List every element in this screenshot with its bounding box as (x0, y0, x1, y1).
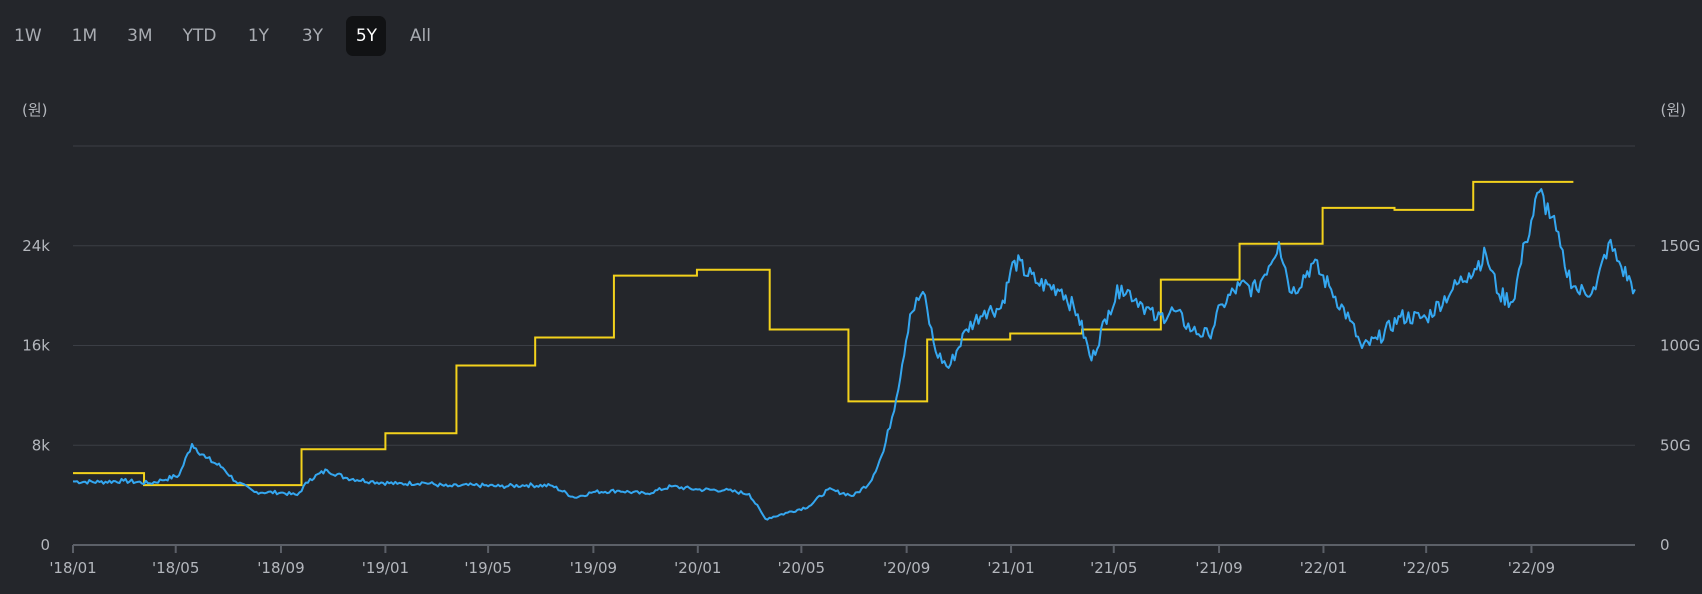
range-button-5y[interactable]: 5Y (346, 16, 387, 56)
grid-lines (73, 145, 1635, 446)
right-axis-unit: (원) (1660, 101, 1686, 119)
x-tick-label: '19/09 (570, 559, 617, 577)
y-left-tick-label: 0 (40, 536, 50, 554)
x-tick-label: '21/05 (1090, 559, 1137, 577)
y-right-tick-label: 50G (1660, 436, 1691, 454)
range-button-ytd[interactable]: YTD (175, 16, 225, 56)
y-right-tick-label: 0 (1660, 536, 1670, 554)
x-tick-label: '22/01 (1300, 559, 1347, 577)
x-tick-label: '18/05 (152, 559, 199, 577)
series-layer (72, 180, 1636, 521)
x-tick-label: '20/01 (674, 559, 721, 577)
range-button-1m[interactable]: 1M (64, 16, 105, 56)
x-tick-label: '19/05 (464, 559, 511, 577)
range-button-1y[interactable]: 1Y (238, 16, 278, 56)
y-right-tick-label: 150G (1660, 237, 1700, 255)
y-right-tick-label: 100G (1660, 337, 1700, 355)
range-button-1w[interactable]: 1W (6, 16, 50, 56)
x-tick-label: '18/01 (49, 559, 96, 577)
y-left-tick-label: 16k (22, 337, 50, 355)
step-series-line (73, 180, 1574, 487)
range-selector: 1W 1M 3M YTD 1Y 3Y 5Y All (0, 16, 450, 56)
y-left-tick-label: 24k (22, 237, 50, 255)
left-axis-unit: (원) (22, 101, 48, 119)
x-tick-label: '19/01 (362, 559, 409, 577)
x-tick-label: '21/01 (987, 559, 1034, 577)
price-series-line (72, 188, 1636, 521)
x-tick-label: '22/09 (1508, 559, 1555, 577)
x-tick-label: '20/05 (778, 559, 825, 577)
x-tick-label: '21/09 (1195, 559, 1242, 577)
x-tick-label: '22/05 (1402, 559, 1449, 577)
range-button-all[interactable]: All (400, 16, 440, 56)
x-tick-label: '20/09 (883, 559, 930, 577)
range-button-3m[interactable]: 3M (119, 16, 160, 56)
y-left-tick-label: 8k (32, 436, 51, 454)
range-button-3y[interactable]: 3Y (292, 16, 332, 56)
axes: (원) (원) 0 8k 16k 24k 0 50G 100G 150G '18/01 '18/0… (22, 101, 1700, 577)
x-tick-label: '18/09 (257, 559, 304, 577)
